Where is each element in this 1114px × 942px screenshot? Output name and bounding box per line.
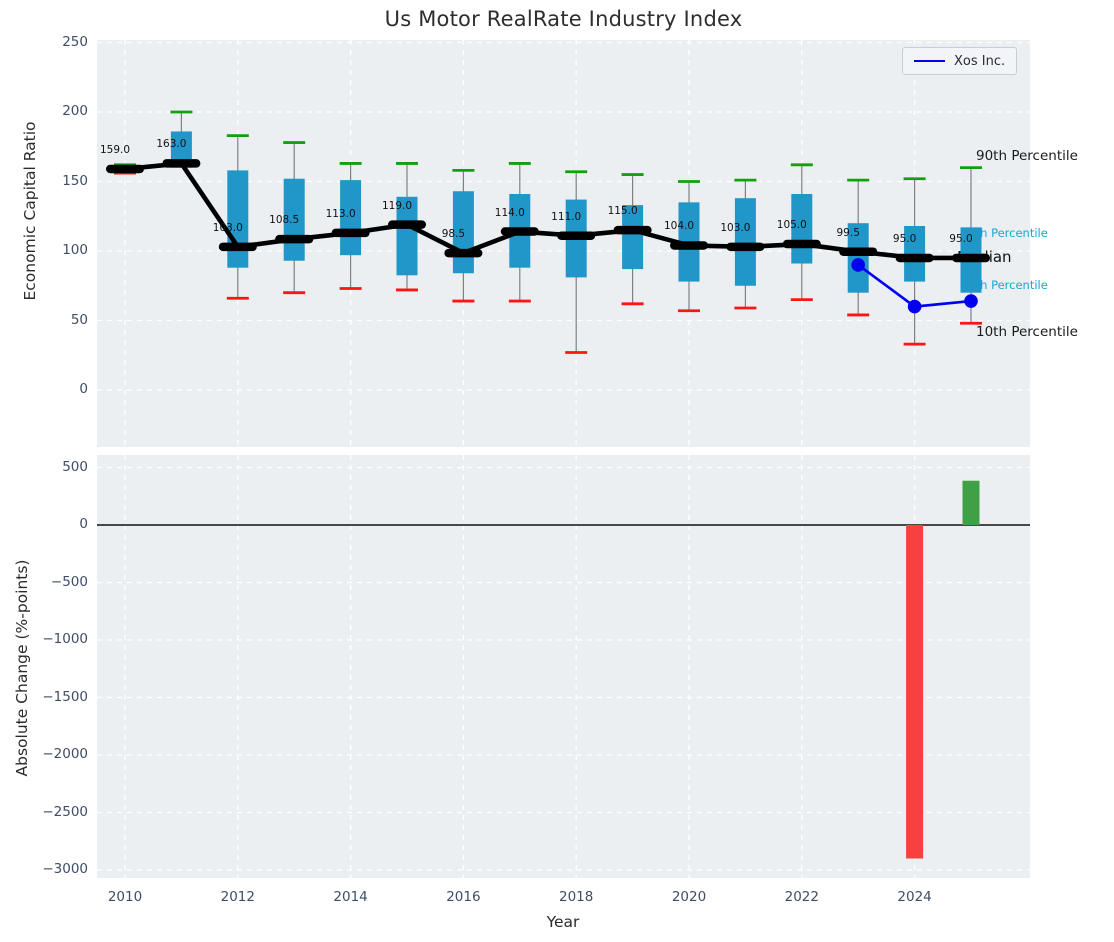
top-ytick-200: 200 bbox=[62, 103, 88, 119]
median-value-label: 114.0 bbox=[494, 206, 525, 219]
top-ytick-0: 0 bbox=[79, 381, 88, 397]
bottom-ytick-500: 500 bbox=[62, 458, 88, 475]
top-ytick-250: 250 bbox=[62, 33, 88, 50]
bottom-ytick--2000: −2000 bbox=[42, 746, 88, 762]
chart-title: Us Motor RealRate Industry Index bbox=[384, 7, 743, 31]
median-value-label: 111.0 bbox=[551, 210, 582, 223]
bottom-ytick--3000: −3000 bbox=[42, 861, 88, 877]
bottom-ytick--1000: −1000 bbox=[42, 631, 88, 647]
median-value-label: 159.0 bbox=[99, 143, 131, 156]
xtick-2012: 2012 bbox=[220, 889, 255, 905]
bottom-ytick-0: 0 bbox=[79, 516, 88, 532]
bottom-ytick--1500: −1500 bbox=[42, 688, 88, 705]
median-value-label: 119.0 bbox=[381, 199, 413, 212]
bottom-y-axis-label: Absolute Change (%-points) bbox=[13, 559, 31, 777]
median-value-label: 113.0 bbox=[325, 207, 356, 220]
x-axis-label: Year bbox=[546, 913, 580, 931]
annotation-75th-percentile: 75th Percentile bbox=[961, 226, 1048, 240]
legend-line-sample bbox=[914, 60, 945, 62]
median-value-label: 103.0 bbox=[720, 221, 751, 234]
xtick-2010: 2010 bbox=[107, 889, 143, 905]
bottom-ytick--2500: −2500 bbox=[42, 803, 88, 820]
median-value-label: 115.0 bbox=[607, 205, 638, 218]
xtick-2018: 2018 bbox=[559, 889, 594, 905]
median-value-label: 98.5 bbox=[441, 228, 466, 241]
median-value-label: 99.5 bbox=[836, 226, 860, 239]
legend-xos-inc: Xos Inc. bbox=[902, 47, 1018, 75]
median-value-label: 105.0 bbox=[776, 219, 807, 232]
median-value-label: 104.0 bbox=[663, 220, 695, 233]
annotation-25th-percentile: 25th Percentile bbox=[961, 278, 1048, 292]
top-ytick-100: 100 bbox=[62, 242, 88, 258]
bottom-ytick--500: −500 bbox=[50, 573, 88, 590]
annotation-10th-percentile: 10th Percentile bbox=[976, 324, 1078, 340]
median-value-label: 108.5 bbox=[269, 214, 300, 227]
annotation-90th-percentile: 90th Percentile bbox=[976, 148, 1078, 164]
top-ytick-150: 150 bbox=[62, 172, 88, 189]
xtick-2022: 2022 bbox=[784, 889, 819, 905]
median-value-label: 163.0 bbox=[156, 138, 187, 151]
xtick-2014: 2014 bbox=[333, 889, 368, 905]
xtick-2020: 2020 bbox=[671, 889, 707, 905]
median-value-label: 95.0 bbox=[892, 232, 917, 245]
xtick-2016: 2016 bbox=[446, 889, 481, 905]
median-value-label: 103.0 bbox=[212, 221, 243, 234]
median-value-label: 95.0 bbox=[949, 232, 973, 245]
top-ytick-50: 50 bbox=[70, 311, 88, 328]
legend-label: Xos Inc. bbox=[954, 53, 1006, 69]
xtick-2024: 2024 bbox=[897, 889, 932, 905]
